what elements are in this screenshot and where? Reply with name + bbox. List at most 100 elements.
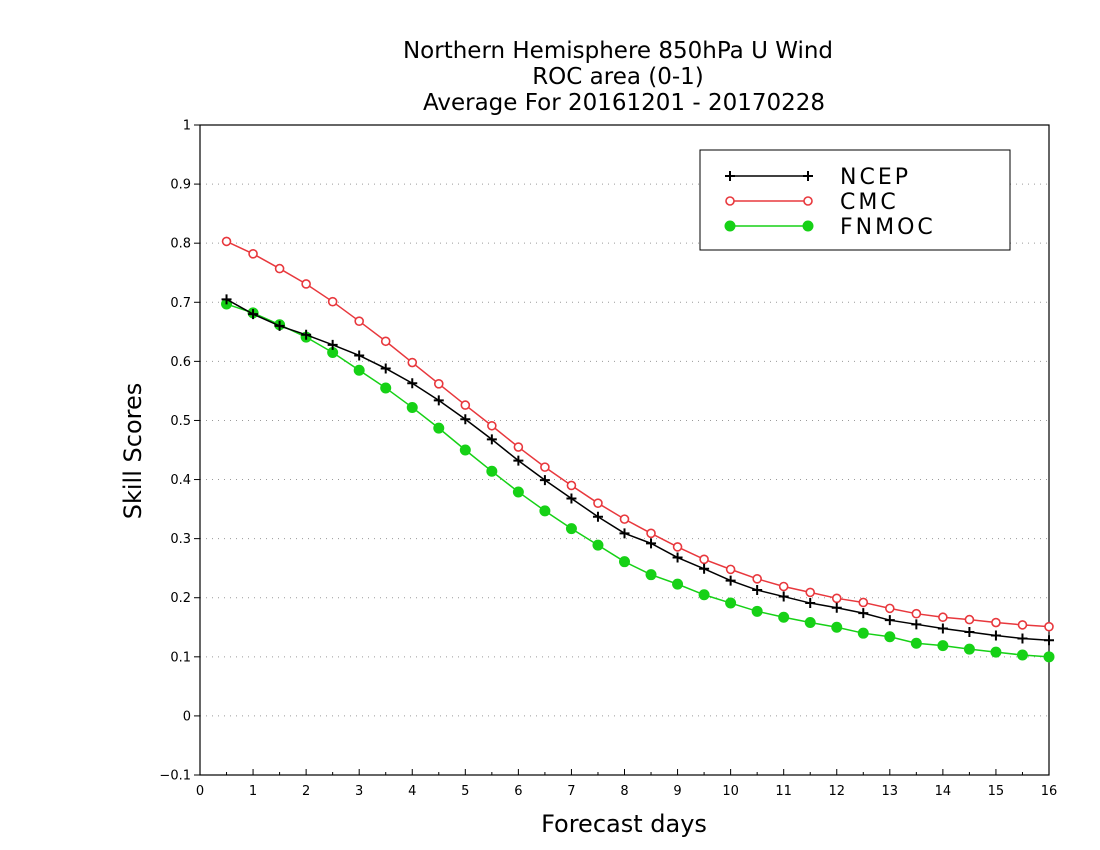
series-line-fnmoc [226, 303, 1050, 658]
x-tick-label: 4 [408, 784, 416, 799]
data-point-open-circle [991, 617, 1001, 628]
data-point-filled-circle [802, 220, 814, 232]
data-point-plus [964, 627, 975, 637]
data-point-open-circle [380, 336, 391, 347]
chart-title: Northern Hemisphere 850hPa U Wind ROC ar… [403, 38, 833, 116]
legend-label: FNMOC [840, 215, 936, 240]
data-point-filled-circle [778, 611, 790, 623]
data-point-plus [380, 363, 391, 374]
x-tick-label: 14 [935, 784, 952, 799]
x-tick-label: 15 [988, 784, 1005, 799]
data-point-filled-circle [884, 631, 896, 643]
data-point-filled-circle [724, 220, 736, 232]
y-tick-label: 0.7 [170, 296, 191, 311]
data-point-plus [354, 350, 365, 361]
data-point-open-circle [433, 379, 444, 389]
legend-label: CMC [840, 190, 899, 215]
data-point-plus [831, 602, 842, 613]
data-point-plus [433, 395, 444, 406]
data-point-filled-circle [937, 640, 949, 652]
data-point-open-circle [274, 263, 285, 274]
x-tick-label: 10 [722, 784, 739, 799]
data-point-open-circle [725, 564, 736, 575]
x-tick-label: 12 [828, 784, 845, 799]
data-point-filled-circle [619, 556, 630, 568]
x-axis-label: Forecast days [541, 810, 707, 838]
data-point-open-circle [725, 196, 735, 206]
data-point-open-circle [938, 612, 948, 623]
data-point-filled-circle [963, 643, 975, 655]
x-tick-label: 7 [567, 784, 575, 799]
x-tick-label: 3 [355, 784, 363, 799]
x-tick-label: 5 [461, 784, 469, 799]
y-axis-label: Skill Scores [119, 383, 147, 520]
axis-ticks: −0.100.10.20.30.40.50.60.70.80.910 1 2 3 4 5 6… [159, 119, 1057, 800]
data-point-open-circle [911, 608, 922, 619]
data-point-plus [725, 171, 735, 181]
y-tick-label: 0.3 [170, 532, 191, 547]
data-point-plus [646, 538, 657, 549]
data-point-open-circle [540, 462, 550, 472]
x-tick-label: 1 [249, 784, 257, 799]
data-point-open-circle [354, 316, 364, 326]
data-point-plus [778, 591, 789, 602]
data-point-open-circle [672, 542, 683, 552]
data-point-filled-circle [990, 646, 1002, 658]
data-point-plus [248, 309, 259, 320]
data-point-open-circle [593, 498, 603, 508]
data-point-open-circle [407, 357, 418, 368]
y-tick-label: −0.1 [159, 769, 191, 784]
data-point-filled-circle [459, 444, 471, 456]
data-point-plus [566, 493, 577, 504]
data-point-open-circle [831, 593, 842, 604]
data-point-open-circle [964, 614, 975, 625]
data-point-open-circle [778, 581, 789, 592]
data-point-open-circle [1017, 620, 1028, 630]
data-point-filled-circle [672, 578, 684, 590]
data-point-open-circle [327, 296, 338, 307]
data-point-filled-circle [725, 597, 737, 609]
data-point-filled-circle [380, 382, 392, 394]
series-fnmoc [221, 298, 1055, 663]
data-point-open-circle [487, 420, 497, 431]
data-point-open-circle [460, 400, 471, 410]
data-point-filled-circle [539, 505, 551, 517]
data-point-open-circle [699, 554, 709, 565]
data-point-filled-circle [804, 617, 816, 629]
title-line-2: ROC area (0-1) [532, 64, 704, 90]
x-tick-label: 9 [673, 784, 681, 799]
data-point-open-circle [566, 480, 577, 491]
data-point-filled-circle [1043, 651, 1055, 663]
data-point-filled-circle [831, 621, 843, 633]
data-point-plus [803, 171, 813, 181]
data-point-plus [221, 294, 232, 305]
series-ncep [221, 294, 1054, 646]
data-point-plus [327, 339, 338, 350]
legend-label: NCEP [840, 165, 911, 190]
data-point-plus [274, 320, 285, 331]
x-tick-label: 6 [514, 784, 522, 799]
legend-entry-cmc: CMC [725, 190, 899, 215]
data-point-filled-circle [645, 569, 657, 581]
legend-entry-ncep: NCEP [725, 165, 911, 190]
y-tick-label: 0 [183, 709, 191, 724]
data-point-open-circle [803, 196, 813, 206]
data-point-plus [619, 528, 630, 539]
data-point-open-circle [1044, 621, 1054, 632]
series-lines [221, 236, 1055, 663]
data-point-plus [699, 563, 710, 574]
data-point-filled-circle [486, 465, 498, 477]
data-point-filled-circle [406, 401, 418, 413]
data-point-filled-circle [592, 539, 604, 551]
data-point-open-circle [619, 514, 630, 524]
y-tick-label: 0.9 [170, 178, 191, 193]
y-tick-label: 0.6 [170, 355, 191, 370]
data-point-open-circle [513, 442, 524, 452]
data-point-filled-circle [857, 627, 869, 639]
data-point-open-circle [858, 597, 869, 608]
y-tick-label: 0.4 [170, 473, 191, 488]
data-point-filled-circle [698, 589, 710, 601]
y-tick-label: 0.2 [170, 591, 191, 606]
